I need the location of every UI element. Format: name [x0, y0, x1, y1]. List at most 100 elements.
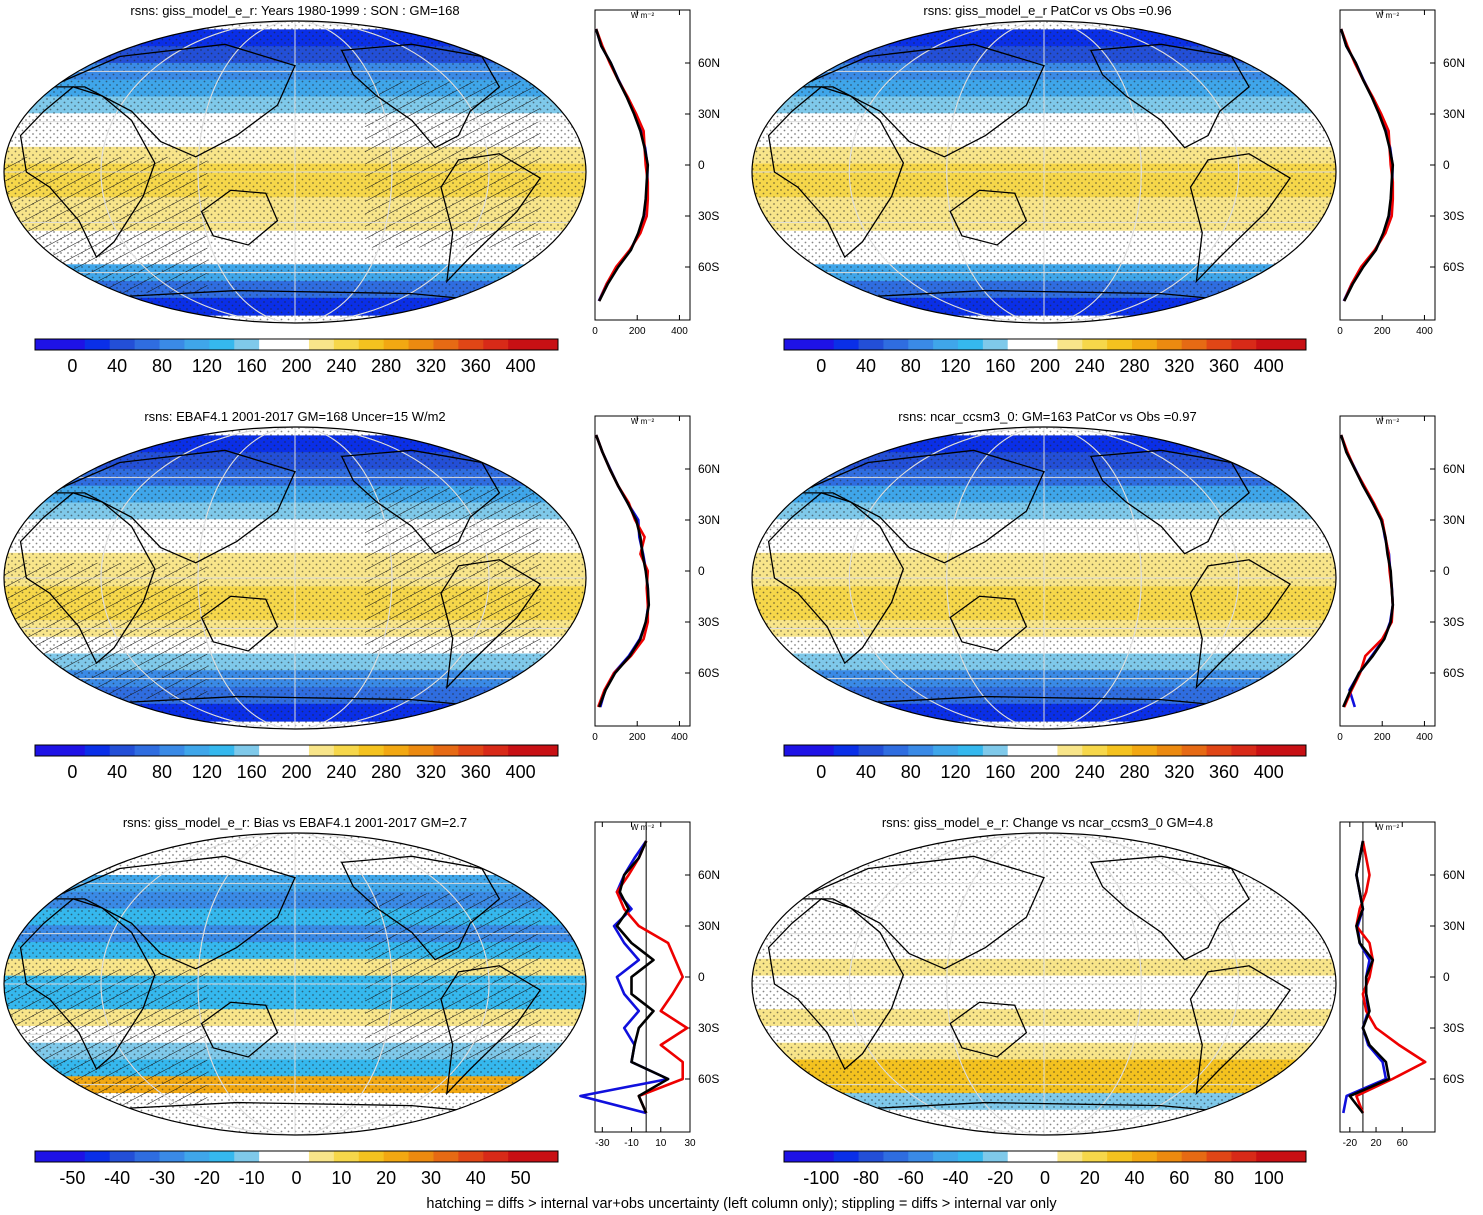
colorbar-tick-label: 0 [67, 762, 77, 782]
lat-tick-label: 60N [1443, 462, 1465, 476]
colorbar-swatch [59, 339, 86, 350]
lat-tick-label: 30S [698, 1021, 719, 1035]
x-tick-label: 200 [1374, 732, 1391, 743]
colorbar-tick-label: 50 [511, 1168, 531, 1188]
colorbar-tick-label: -60 [898, 1168, 924, 1188]
zonal-line-model [615, 840, 670, 1114]
colorbar-swatch [1107, 339, 1133, 350]
colorbar-swatch [333, 745, 360, 756]
zonal-line-obs [1355, 840, 1427, 1114]
lat-tick-label: 0 [698, 564, 705, 578]
colorbar-swatch [1156, 745, 1183, 756]
colorbar-swatch [784, 339, 810, 350]
colorbar-swatch [383, 1151, 410, 1162]
colorbar: 0 40 80 120 160 200 240 280 320 360 400 [34, 338, 559, 376]
colorbar-tick-label: 320 [1164, 762, 1194, 782]
colorbar-swatch [958, 1151, 984, 1162]
colorbar-swatch [1206, 339, 1232, 350]
colorbar-swatch [1256, 339, 1282, 350]
colorbar-swatch [358, 745, 385, 756]
x-tick-label: 0 [592, 732, 598, 743]
colorbar-swatch [308, 745, 335, 756]
colorbar-swatch [1132, 1151, 1158, 1162]
colorbar-tick-label: 240 [1075, 762, 1105, 782]
colorbar-swatch [308, 1151, 335, 1162]
colorbar-tick-label: 20 [376, 1168, 396, 1188]
x-tick-label: 0 [1337, 326, 1343, 337]
zonal-line-model [1339, 28, 1395, 302]
colorbar-swatch [209, 745, 235, 756]
colorbar-swatch [933, 339, 959, 350]
colorbar-swatch [159, 1151, 185, 1162]
colorbar-tick-label: 40 [856, 356, 876, 376]
panel-title: rsns: ncar_ccsm3_0: GM=163 PatCor vs Obs… [898, 409, 1197, 424]
colorbar-swatch [1256, 1151, 1282, 1162]
colorbar-swatch [433, 339, 459, 350]
lat-tick-label: 60S [1443, 1072, 1464, 1086]
zonal-line-model [594, 28, 650, 302]
colorbar-swatch [1007, 339, 1034, 350]
x-tick-label: 400 [1416, 326, 1433, 337]
zonal-mean-plot: W m⁻² 60N 30N 0 30S 60S -30 -10 10 30 [579, 821, 720, 1149]
footnote: hatching = diffs > internal var+obs unce… [426, 1196, 1057, 1212]
colorbar-tick-label: 200 [1030, 356, 1060, 376]
x-tick-label: -10 [624, 1138, 639, 1149]
colorbar-tick-label: 360 [1209, 356, 1239, 376]
colorbar-swatch [84, 1151, 111, 1162]
colorbar-swatch [1082, 1151, 1108, 1162]
colorbar-tick-label: 280 [1119, 356, 1149, 376]
colorbar-tick-label: -10 [239, 1168, 265, 1188]
colorbar-swatch [1082, 339, 1108, 350]
x-tick-label: 400 [1416, 732, 1433, 743]
x-tick-label: 200 [629, 732, 646, 743]
colorbar-swatch [508, 745, 534, 756]
colorbar-tick-label: -100 [803, 1168, 839, 1188]
colorbar-swatch [483, 339, 509, 350]
colorbar-swatch [109, 339, 136, 350]
colorbar-tick-label: 200 [1030, 762, 1060, 782]
colorbar-tick-label: 400 [1254, 762, 1284, 782]
zonal-unit-label: W m⁻² [1376, 11, 1400, 20]
colorbar-tick-label: 320 [416, 762, 446, 782]
zonal-unit-label: W m⁻² [631, 11, 655, 20]
colorbar-swatch [1256, 745, 1282, 756]
colorbar-swatch [259, 1151, 285, 1162]
colorbar-swatch [1156, 339, 1183, 350]
colorbar-tick-label: -40 [104, 1168, 130, 1188]
colorbar-swatch [808, 1151, 835, 1162]
colorbar: -50 -40 -30 -20 -10 0 10 20 30 40 50 [34, 1150, 559, 1188]
colorbar: -100 -80 -60 -40 -20 0 20 40 60 80 100 [783, 1150, 1307, 1188]
colorbar-tick-label: 120 [940, 762, 970, 782]
lat-tick-label: 0 [1443, 158, 1450, 172]
zonal-unit-label: W m⁻² [1376, 417, 1400, 426]
colorbar-swatch [1156, 1151, 1183, 1162]
colorbar-swatch [1057, 339, 1083, 350]
colorbar-tick-label: 120 [192, 762, 222, 782]
x-tick-label: 400 [671, 326, 688, 337]
colorbar-swatch [109, 745, 136, 756]
colorbar-swatch [1281, 1151, 1307, 1162]
colorbar-swatch [483, 745, 509, 756]
colorbar-swatch [35, 339, 61, 350]
colorbar-swatch [1082, 745, 1108, 756]
world-map [3, 20, 587, 324]
zonal-mean-plot: W m⁻² 60N 30N 0 30S 60S -20 20 60 [1339, 821, 1465, 1149]
colorbar-tick-label: 0 [816, 356, 826, 376]
colorbar-swatch [408, 339, 434, 350]
colorbar-swatch [35, 1151, 61, 1162]
colorbar-tick-label: 160 [985, 762, 1015, 782]
colorbar-swatch [134, 339, 161, 350]
colorbar-swatch [982, 1151, 1009, 1162]
lat-tick-label: 30N [698, 919, 720, 933]
colorbar-swatch [1181, 745, 1208, 756]
colorbar-tick-label: 80 [1214, 1168, 1234, 1188]
colorbar-swatch [858, 1151, 884, 1162]
colorbar-tick-label: 20 [1080, 1168, 1100, 1188]
panel-title: rsns: giss_model_e_r: Bias vs EBAF4.1 20… [122, 815, 468, 830]
x-tick-label: 20 [1370, 1138, 1382, 1149]
colorbar-swatch [59, 1151, 86, 1162]
colorbar-swatch [408, 1151, 434, 1162]
colorbar-swatch [833, 745, 860, 756]
colorbar-tick-label: 280 [1119, 762, 1149, 782]
world-map [751, 20, 1337, 324]
